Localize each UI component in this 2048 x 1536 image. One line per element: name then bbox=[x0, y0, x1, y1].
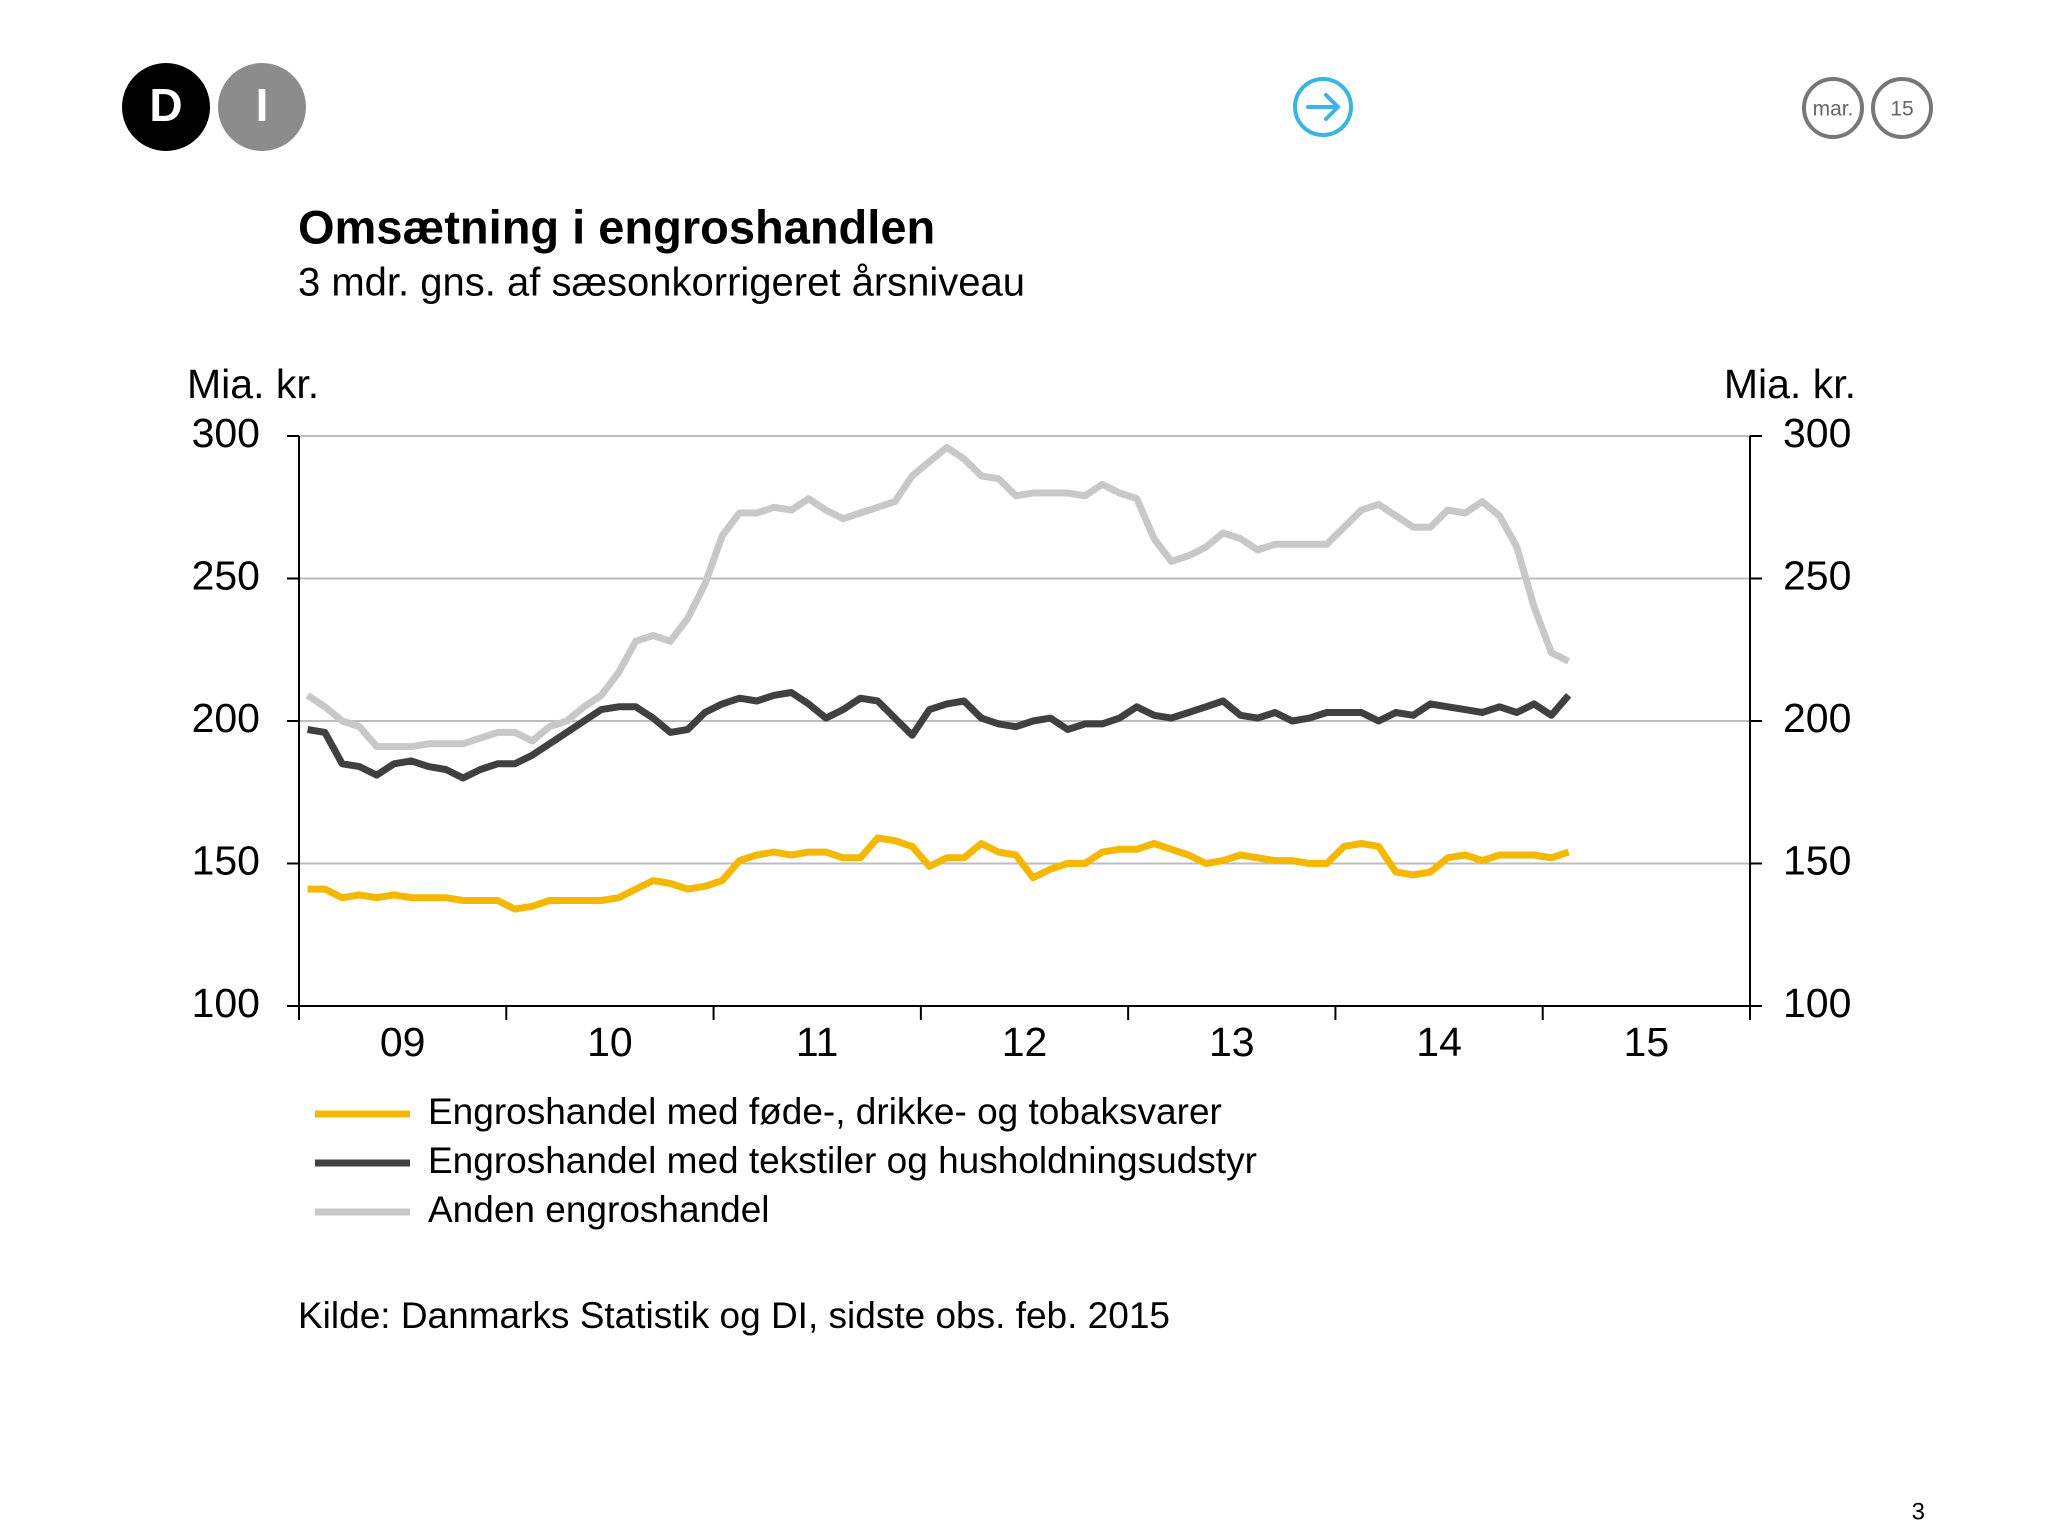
logo-circle bbox=[218, 63, 306, 151]
chart-subtitle: 3 mdr. gns. af sæsonkorrigeret årsniveau bbox=[298, 261, 1025, 305]
source-note: Kilde: Danmarks Statistik og DI, sidste … bbox=[298, 1295, 1170, 1336]
y-tick-label: 150 bbox=[192, 837, 260, 883]
y-tick-label: 300 bbox=[192, 410, 260, 456]
next-arrow[interactable] bbox=[1306, 93, 1340, 121]
y2-axis-label: Mia. kr. bbox=[1724, 361, 1856, 407]
series-line bbox=[305, 443, 1571, 751]
x-tick-label: 14 bbox=[1416, 1019, 1462, 1065]
series-line bbox=[307, 834, 1570, 913]
y2-tick-label: 150 bbox=[1783, 837, 1851, 883]
x-tick-label: 11 bbox=[796, 1019, 839, 1065]
legend-label: Anden engroshandel bbox=[428, 1189, 770, 1230]
y-tick-label: 250 bbox=[192, 552, 260, 598]
y2-tick-label: 200 bbox=[1783, 695, 1851, 741]
chart: 100 150 200 250 300 100 150 200 250 300 09 10 11 12 13… bbox=[192, 410, 1852, 1230]
date-circle bbox=[1802, 77, 1864, 139]
legend-label: Engroshandel med føde-, drikke- og tobak… bbox=[428, 1091, 1222, 1132]
logo-letter: D bbox=[149, 79, 182, 131]
x-tick-label: 13 bbox=[1209, 1019, 1255, 1065]
series-line bbox=[307, 689, 1572, 782]
next-circle[interactable] bbox=[1293, 77, 1353, 137]
y-axis-label: Mia. kr. bbox=[187, 361, 319, 407]
y2-tick-label: 100 bbox=[1783, 980, 1851, 1026]
x-tick-label: 15 bbox=[1624, 1019, 1670, 1065]
y-tick-label: 200 bbox=[192, 695, 260, 741]
logo-circle bbox=[122, 63, 210, 151]
legend-label: Engroshandel med tekstiler og husholdnin… bbox=[428, 1140, 1257, 1181]
x-tick-label: 09 bbox=[380, 1019, 426, 1065]
y2-tick-label: 250 bbox=[1783, 552, 1851, 598]
x-tick-label: 12 bbox=[1002, 1019, 1048, 1065]
page-number: 3 bbox=[1912, 1498, 1925, 1525]
date-year: 15 bbox=[1890, 98, 1913, 121]
date-circle bbox=[1871, 77, 1933, 139]
chart-title: Omsætning i engroshandlen bbox=[298, 200, 935, 253]
next-button[interactable] bbox=[1293, 77, 1353, 137]
y-tick-label: 100 bbox=[192, 980, 260, 1026]
logo-letter: I bbox=[256, 79, 269, 131]
x-tick-label: 10 bbox=[587, 1019, 633, 1065]
date-month: mar. bbox=[1813, 98, 1854, 121]
y2-tick-label: 300 bbox=[1783, 410, 1851, 456]
